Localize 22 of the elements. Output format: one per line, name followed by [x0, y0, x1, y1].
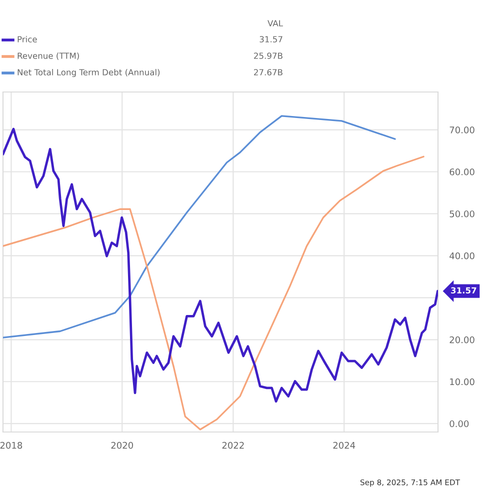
- y-tick-label: 10.00: [450, 378, 474, 386]
- x-tick-label: 2024: [333, 442, 356, 449]
- text: 25.97B: [254, 52, 282, 59]
- x-tick-label: 2022: [222, 442, 244, 449]
- x-tick-label: 2020: [111, 442, 134, 449]
- data-label: 31.57: [451, 287, 476, 294]
- y-tick-label: 40.00: [450, 252, 474, 260]
- legend-title: VAL: [268, 20, 283, 26]
- y-tick-label: 70.00: [450, 126, 474, 134]
- line-series: [3, 115, 396, 338]
- legend-label: Net Total Long Term Debt (Annual): [18, 68, 160, 78]
- y-tick-label: 0.00: [450, 420, 469, 428]
- text: 27.67B: [254, 69, 282, 76]
- y-tick-label: 20.00: [450, 336, 474, 344]
- line-series: [3, 156, 424, 430]
- legend-label: Revenue (TTM): [18, 52, 79, 60]
- y-tick-label: 60.00: [450, 168, 474, 176]
- y-tick-label: 50.00: [450, 210, 474, 218]
- x-tick-label: 2018: [0, 442, 22, 449]
- line-series: [3, 128, 438, 403]
- text: 31.57: [260, 36, 282, 42]
- legend-label: Price: [18, 36, 37, 42]
